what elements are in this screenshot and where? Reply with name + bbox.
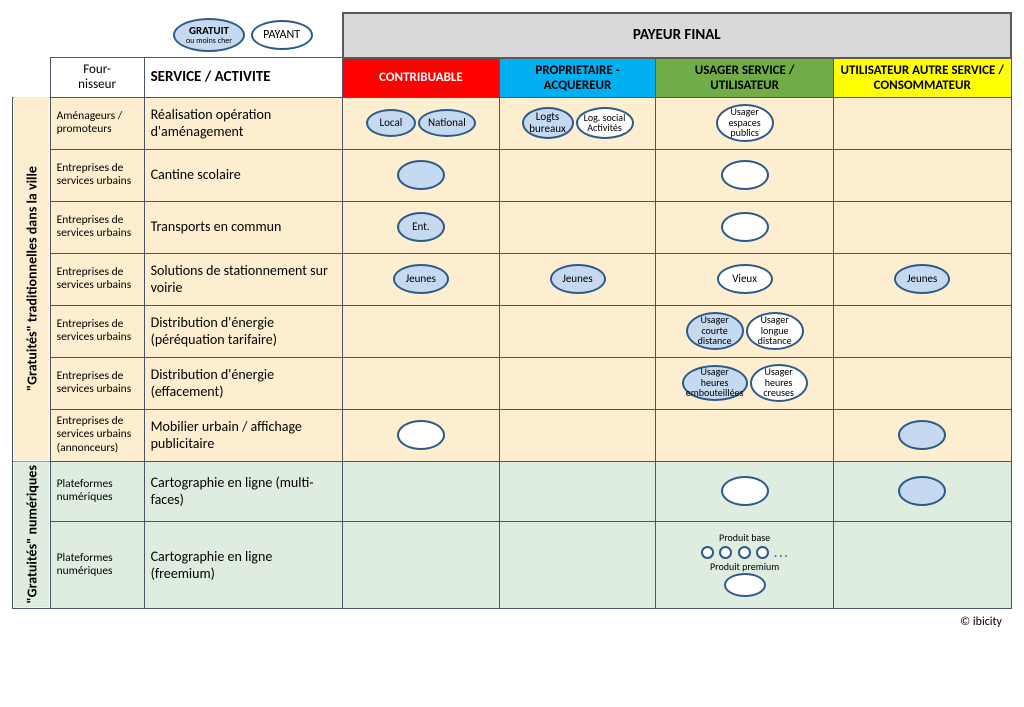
data-cell (499, 149, 656, 201)
supplier-cell: Entreprises de services urbains (50, 149, 144, 201)
data-cell: Vieux (656, 253, 834, 305)
oval: Jeunes (894, 264, 950, 294)
data-cell (833, 97, 1011, 149)
oval (724, 573, 766, 597)
service-cell: Cantine scolaire (144, 149, 342, 201)
pricing-table: GRATUIT ou moins cher PAYANT PAYEUR FINA… (12, 12, 1012, 609)
data-cell (343, 149, 500, 201)
oval (898, 420, 946, 450)
service-cell: Cartographie en ligne (freemium) (144, 522, 342, 609)
service-cell: Cartographie en ligne (multi-faces) (144, 461, 342, 522)
data-cell (833, 357, 1011, 409)
oval (898, 476, 946, 506)
service-cell: Distribution d'énergie (effacement) (144, 357, 342, 409)
data-cell: Usager courte distanceUsager longue dist… (656, 305, 834, 357)
data-cell (833, 409, 1011, 461)
supplier-cell: Entreprises de services urbains (50, 253, 144, 305)
data-cell (499, 522, 656, 609)
oval: Usager longue distance (746, 312, 804, 350)
data-cell: LocalNational (343, 97, 500, 149)
data-cell (656, 201, 834, 253)
oval: Usager courte distance (686, 312, 744, 350)
side-trad: "Gratuités" traditionnelles dans la vill… (13, 97, 51, 461)
data-cell (499, 201, 656, 253)
data-cell: Ent. (343, 201, 500, 253)
data-cell (656, 461, 834, 522)
data-cell (833, 522, 1011, 609)
freemium-premium-label: Produit premium (710, 562, 779, 572)
supplier-cell: Aménageurs / promoteurs (50, 97, 144, 149)
data-cell: Usager espaces publics (656, 97, 834, 149)
data-cell (499, 461, 656, 522)
data-cell (499, 305, 656, 357)
header-utilisateur: UTILISATEUR AUTRE SERVICE / CONSOMMATEUR (833, 58, 1011, 98)
oval: Jeunes (550, 264, 606, 294)
data-cell: Jeunes (499, 253, 656, 305)
service-cell: Solutions de stationnement sur voirie (144, 253, 342, 305)
supplier-cell: Plateformes numériques (50, 522, 144, 609)
data-cell (343, 522, 500, 609)
header-payer-final: PAYEUR FINAL (343, 13, 1011, 58)
data-cell (656, 409, 834, 461)
supplier-cell: Entreprises de services urbains (annonce… (50, 409, 144, 461)
credit: © ibicity (12, 609, 1012, 629)
data-cell (499, 357, 656, 409)
data-cell (833, 149, 1011, 201)
header-fournisseur: Four-nisseur (50, 58, 144, 98)
data-cell (833, 201, 1011, 253)
side-num: "Gratuités" numériques (13, 461, 51, 608)
data-cell (343, 461, 500, 522)
oval: Local (366, 109, 416, 137)
oval (721, 212, 769, 242)
legend-gratuit: GRATUIT ou moins cher (173, 18, 245, 52)
header-usager: USAGER SERVICE / UTILISATEUR (656, 58, 834, 98)
header-proprietaire: PROPRIETAIRE - ACQUEREUR (499, 58, 656, 98)
data-cell: Usager heures embouteilléesUsager heures… (656, 357, 834, 409)
supplier-cell: Entreprises de services urbains (50, 305, 144, 357)
data-cell (833, 305, 1011, 357)
data-cell (499, 409, 656, 461)
oval: Usager heures creuses (750, 364, 808, 402)
data-cell (343, 305, 500, 357)
data-cell (343, 357, 500, 409)
service-cell: Transports en commun (144, 201, 342, 253)
oval: Logts bureaux (522, 107, 574, 139)
data-cell (656, 149, 834, 201)
service-cell: Réalisation opération d'aménagement (144, 97, 342, 149)
service-cell: Mobilier urbain / affichage publicitaire (144, 409, 342, 461)
supplier-cell: Entreprises de services urbains (50, 357, 144, 409)
data-cell: Jeunes (833, 253, 1011, 305)
data-cell: Logts bureauxLog. social Activités (499, 97, 656, 149)
freemium-base-label: Produit base (700, 533, 790, 543)
data-cell: Produit base ... Produit premium (656, 522, 834, 609)
data-cell (343, 409, 500, 461)
header-service: SERVICE / ACTIVITE (144, 58, 342, 98)
legend-payant: PAYANT (251, 20, 313, 50)
service-cell: Distribution d'énergie (péréquation tari… (144, 305, 342, 357)
oval: Log. social Activités (576, 107, 634, 139)
supplier-cell: Entreprises de services urbains (50, 201, 144, 253)
supplier-cell: Plateformes numériques (50, 461, 144, 522)
data-cell (833, 461, 1011, 522)
oval: Usager heures embouteillées (682, 365, 748, 401)
oval: Jeunes (393, 264, 449, 294)
oval (397, 420, 445, 450)
header-contribuable: CONTRIBUABLE (343, 58, 500, 98)
oval: Vieux (717, 264, 773, 294)
oval: Ent. (397, 212, 445, 242)
oval (397, 160, 445, 190)
oval: Usager espaces publics (716, 104, 774, 142)
oval (721, 160, 769, 190)
oval: National (418, 109, 476, 137)
data-cell: Jeunes (343, 253, 500, 305)
oval (721, 476, 769, 506)
